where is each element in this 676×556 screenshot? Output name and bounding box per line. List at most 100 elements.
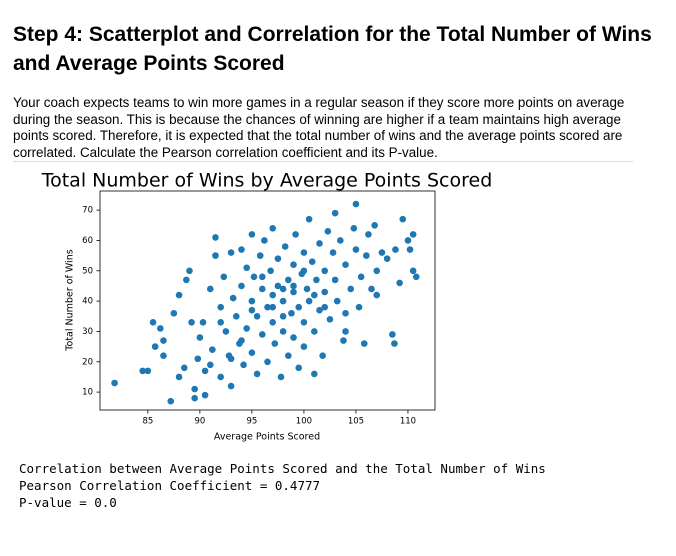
point bbox=[206, 361, 214, 369]
y-tick-label: 10 bbox=[82, 388, 93, 398]
y-axis-label: Total Number of Wins bbox=[65, 249, 76, 351]
point bbox=[333, 297, 341, 305]
point bbox=[331, 209, 339, 217]
point bbox=[337, 237, 344, 244]
point bbox=[279, 312, 287, 320]
point bbox=[220, 273, 228, 281]
point bbox=[311, 291, 318, 299]
point bbox=[217, 319, 224, 326]
point bbox=[196, 334, 204, 341]
paragraph: Your coach expects teams to win more gam… bbox=[13, 95, 633, 162]
point bbox=[248, 306, 256, 314]
point bbox=[175, 373, 183, 381]
point bbox=[409, 267, 417, 275]
point bbox=[157, 325, 164, 332]
point bbox=[264, 358, 271, 366]
point bbox=[269, 319, 277, 326]
point bbox=[378, 249, 386, 256]
point bbox=[199, 319, 207, 326]
point bbox=[170, 309, 178, 317]
point bbox=[373, 267, 381, 275]
point bbox=[357, 273, 365, 281]
point bbox=[290, 334, 297, 341]
point bbox=[281, 243, 289, 250]
point bbox=[258, 273, 266, 281]
x-tick-label: 110 bbox=[400, 417, 416, 427]
point bbox=[217, 373, 224, 381]
point bbox=[277, 373, 285, 381]
point bbox=[279, 285, 287, 293]
point bbox=[227, 382, 235, 390]
point bbox=[316, 306, 323, 314]
point bbox=[188, 319, 195, 326]
point bbox=[217, 303, 224, 311]
output-line: P-value = 0.0 bbox=[19, 495, 117, 510]
point bbox=[229, 294, 237, 302]
point bbox=[256, 252, 264, 259]
x-tick-label: 85 bbox=[142, 417, 153, 427]
point bbox=[321, 288, 329, 296]
point bbox=[183, 276, 190, 284]
point bbox=[194, 355, 202, 363]
point bbox=[267, 267, 274, 275]
point bbox=[406, 246, 414, 253]
point bbox=[290, 261, 297, 269]
point bbox=[248, 349, 256, 356]
y-tick-label: 20 bbox=[82, 357, 93, 367]
point bbox=[288, 309, 295, 317]
x-axis-label: Average Points Scored bbox=[214, 432, 320, 443]
point bbox=[412, 273, 420, 281]
y-tick-label: 60 bbox=[82, 236, 93, 246]
point bbox=[274, 282, 282, 290]
point bbox=[319, 352, 326, 360]
point bbox=[250, 273, 258, 281]
point bbox=[313, 276, 320, 284]
point bbox=[212, 252, 219, 259]
point bbox=[243, 264, 250, 272]
y-tick-label: 50 bbox=[82, 266, 93, 276]
point bbox=[350, 225, 358, 232]
point bbox=[111, 379, 118, 387]
point bbox=[290, 288, 297, 296]
output-line: Correlation between Average Points Score… bbox=[19, 461, 546, 476]
point bbox=[305, 215, 313, 223]
y-tick-label: 70 bbox=[82, 206, 93, 216]
point bbox=[303, 285, 311, 293]
point bbox=[269, 303, 277, 311]
point bbox=[279, 297, 287, 305]
point bbox=[238, 337, 245, 344]
point bbox=[248, 231, 256, 238]
point bbox=[269, 291, 277, 299]
point bbox=[399, 215, 407, 223]
point bbox=[227, 249, 235, 256]
point bbox=[290, 282, 297, 290]
y-tick-label: 40 bbox=[82, 297, 93, 307]
point bbox=[264, 303, 271, 311]
point bbox=[392, 246, 399, 253]
point bbox=[258, 331, 266, 338]
point bbox=[258, 285, 266, 293]
point bbox=[391, 340, 398, 347]
point bbox=[300, 319, 308, 326]
point bbox=[191, 394, 198, 402]
point bbox=[329, 249, 337, 256]
point bbox=[201, 367, 209, 375]
point bbox=[279, 328, 287, 335]
point bbox=[404, 237, 412, 244]
y-tick-label: 30 bbox=[82, 327, 93, 337]
point bbox=[352, 246, 360, 253]
x-tick-label: 105 bbox=[348, 417, 364, 427]
point bbox=[227, 355, 235, 363]
point bbox=[285, 352, 292, 360]
point bbox=[206, 285, 214, 293]
point bbox=[209, 346, 216, 353]
point bbox=[271, 340, 279, 347]
point bbox=[342, 328, 349, 335]
point bbox=[340, 337, 347, 344]
point bbox=[316, 240, 323, 247]
point bbox=[305, 297, 313, 305]
point bbox=[383, 255, 391, 262]
point bbox=[311, 370, 318, 378]
point bbox=[326, 316, 334, 323]
